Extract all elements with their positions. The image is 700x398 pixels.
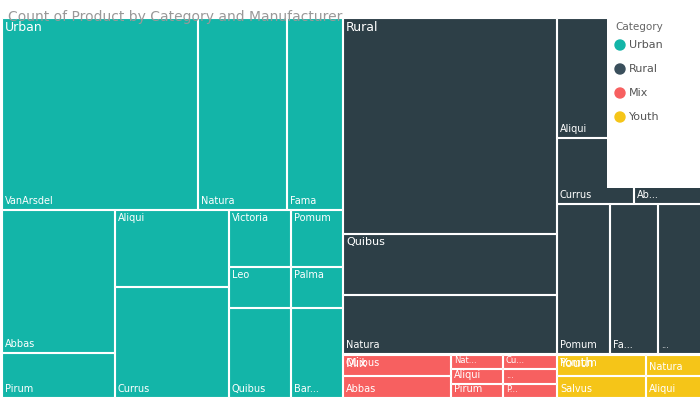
Text: Aliqui: Aliqui (454, 370, 482, 380)
Text: Pirum: Pirum (5, 384, 34, 394)
Bar (343, 376, 450, 397)
Text: Fa...: Fa... (613, 340, 633, 350)
Text: Youth: Youth (629, 112, 659, 122)
Text: Rural: Rural (629, 64, 658, 74)
Text: Pirum: Pirum (454, 384, 482, 394)
Text: Mix: Mix (629, 88, 648, 98)
Text: ...: ... (506, 371, 514, 380)
Bar (503, 355, 556, 368)
Bar (2, 353, 114, 397)
Circle shape (615, 88, 625, 98)
Circle shape (615, 40, 625, 50)
Text: Cu...: Cu... (506, 356, 525, 365)
Text: Quibus: Quibus (232, 384, 266, 394)
Text: Currus: Currus (560, 190, 592, 200)
Bar (503, 384, 556, 397)
Text: Ab...: Ab... (637, 190, 659, 200)
Bar (343, 355, 450, 375)
Bar (291, 308, 342, 397)
Text: Leo: Leo (232, 270, 249, 280)
Bar (343, 295, 556, 353)
Text: Pomum: Pomum (294, 213, 330, 223)
Bar (229, 267, 290, 307)
Bar (658, 204, 700, 353)
Text: Urban: Urban (629, 40, 663, 50)
Bar (557, 204, 609, 353)
Text: Aliqui: Aliqui (118, 213, 146, 223)
Bar (2, 210, 114, 352)
Text: Pomum: Pomum (560, 340, 596, 350)
Text: Aliqui: Aliqui (560, 124, 587, 134)
Bar (557, 355, 645, 375)
Text: Aliqui: Aliqui (649, 384, 676, 394)
Bar (115, 287, 228, 397)
Text: Rural: Rural (346, 21, 379, 34)
Text: Fama: Fama (290, 196, 316, 206)
Text: Youth: Youth (560, 357, 594, 370)
Text: Natura: Natura (346, 340, 379, 350)
Bar (343, 354, 557, 397)
Bar (2, 18, 197, 209)
Text: Palma: Palma (294, 270, 324, 280)
Text: Count of Product by Category and Manufacturer: Count of Product by Category and Manufac… (8, 10, 342, 24)
Text: ...: ... (661, 341, 669, 350)
Text: Quibus: Quibus (346, 237, 385, 247)
Bar (557, 376, 645, 397)
Bar (229, 210, 290, 266)
Bar (287, 18, 342, 209)
Text: Urban: Urban (5, 21, 43, 34)
Bar (229, 308, 290, 397)
Bar (634, 18, 700, 137)
Text: Quibus: Quibus (346, 358, 380, 368)
Circle shape (615, 112, 625, 122)
Bar (634, 138, 700, 203)
Bar (343, 234, 556, 294)
Text: Mix: Mix (346, 357, 368, 370)
Text: Pomum: Pomum (560, 358, 596, 368)
Bar (291, 210, 342, 266)
Bar (343, 18, 556, 233)
Text: Bar...: Bar... (294, 384, 319, 394)
Text: Abbas: Abbas (346, 384, 377, 394)
Bar (503, 369, 556, 383)
Text: Natura: Natura (649, 362, 682, 372)
Bar (557, 18, 633, 137)
Bar (557, 354, 700, 397)
Bar (610, 204, 657, 353)
Text: Natura: Natura (201, 196, 234, 206)
Bar (451, 369, 502, 383)
Bar (291, 267, 342, 307)
Bar (607, 18, 700, 188)
Bar (646, 355, 700, 375)
Text: VanArsdel: VanArsdel (5, 196, 54, 206)
Text: Salvus: Salvus (560, 384, 592, 394)
Bar (646, 376, 700, 397)
Bar (451, 355, 502, 368)
Text: Currus: Currus (118, 384, 150, 394)
Bar (198, 18, 286, 209)
Text: Category: Category (615, 22, 663, 32)
Text: Pirum: Pirum (637, 124, 665, 134)
Text: Nat...: Nat... (454, 356, 477, 365)
Text: P...: P... (506, 385, 518, 394)
Text: Abbas: Abbas (5, 339, 35, 349)
Bar (2, 18, 197, 209)
Circle shape (615, 64, 625, 74)
Bar (451, 384, 502, 397)
Bar (115, 210, 228, 286)
Text: Victoria: Victoria (232, 213, 269, 223)
Bar (557, 138, 633, 203)
